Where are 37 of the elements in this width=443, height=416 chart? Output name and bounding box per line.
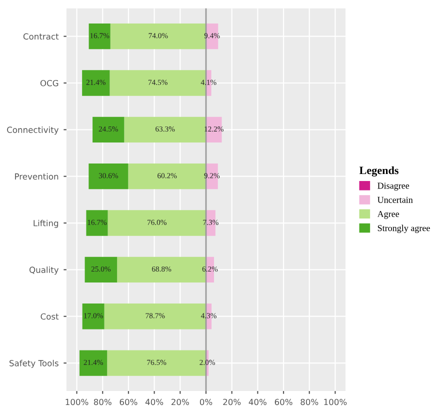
legend-label: Agree bbox=[377, 210, 400, 219]
bar bbox=[84, 256, 118, 283]
bar bbox=[110, 23, 206, 50]
bar bbox=[80, 350, 108, 376]
bar bbox=[82, 70, 110, 96]
y-tick-label: Quality bbox=[30, 266, 59, 275]
legend-label: Strongly agree bbox=[378, 224, 430, 234]
legend-label: Disagree bbox=[378, 182, 410, 191]
bar bbox=[206, 116, 222, 143]
legend-label: Uncertain bbox=[377, 196, 413, 203]
x-tick-label: 20% bbox=[223, 398, 241, 406]
y-tick-label: Safety Tools bbox=[10, 360, 58, 368]
x-tick-label: 80% bbox=[300, 398, 318, 406]
bar bbox=[124, 116, 206, 143]
y-tick-label: Lifting bbox=[34, 220, 58, 228]
y-tick-label: OCG bbox=[40, 80, 58, 86]
bar bbox=[86, 210, 108, 236]
bar bbox=[88, 23, 110, 50]
bar bbox=[128, 164, 206, 190]
bar bbox=[82, 304, 104, 330]
x-tick-label: 100% bbox=[324, 398, 347, 406]
y-tick-label: Contract bbox=[23, 33, 59, 40]
bar bbox=[92, 116, 124, 143]
x-tick-label: 100% bbox=[66, 398, 88, 406]
y-tick-label: Connectivity bbox=[7, 126, 59, 135]
x-tick-label: 80% bbox=[94, 398, 112, 406]
x-tick-label: 0% bbox=[200, 398, 212, 406]
x-tick-label: 40% bbox=[248, 398, 266, 406]
x-tick-label: 60% bbox=[120, 398, 138, 406]
bar bbox=[206, 164, 218, 190]
y-tick-label: Prevention bbox=[15, 173, 58, 180]
x-tick-label: 60% bbox=[274, 398, 292, 406]
bar bbox=[88, 164, 128, 190]
x-tick-label: 40% bbox=[145, 398, 164, 406]
x-tick-label: 20% bbox=[172, 398, 189, 406]
y-tick-label: Cost bbox=[40, 313, 59, 320]
legend-title: Legends bbox=[359, 166, 398, 177]
